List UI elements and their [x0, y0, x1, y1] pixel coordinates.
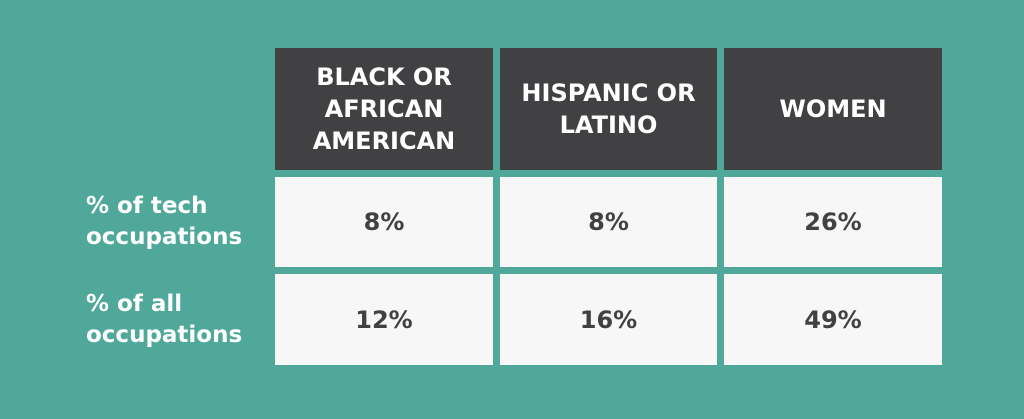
cell-tech-black: 8%	[275, 177, 493, 267]
row-label-tech-occupations: % of tech occupations	[86, 193, 243, 250]
column-header-black-or-african-american: BLACK OR AFRICAN AMERICAN	[275, 48, 493, 170]
cell-tech-women: 26%	[724, 177, 942, 267]
cell-all-black: 12%	[275, 274, 493, 365]
cell-all-women: 49%	[724, 274, 942, 365]
cell-all-hispanic: 16%	[500, 274, 717, 365]
column-header-women: WOMEN	[724, 48, 942, 170]
column-header-hispanic-or-latino: HISPANIC OR LATINO	[500, 48, 717, 170]
row-label-all-occupations: % of all occupations	[86, 290, 243, 348]
cell-tech-hispanic: 8%	[500, 177, 717, 267]
